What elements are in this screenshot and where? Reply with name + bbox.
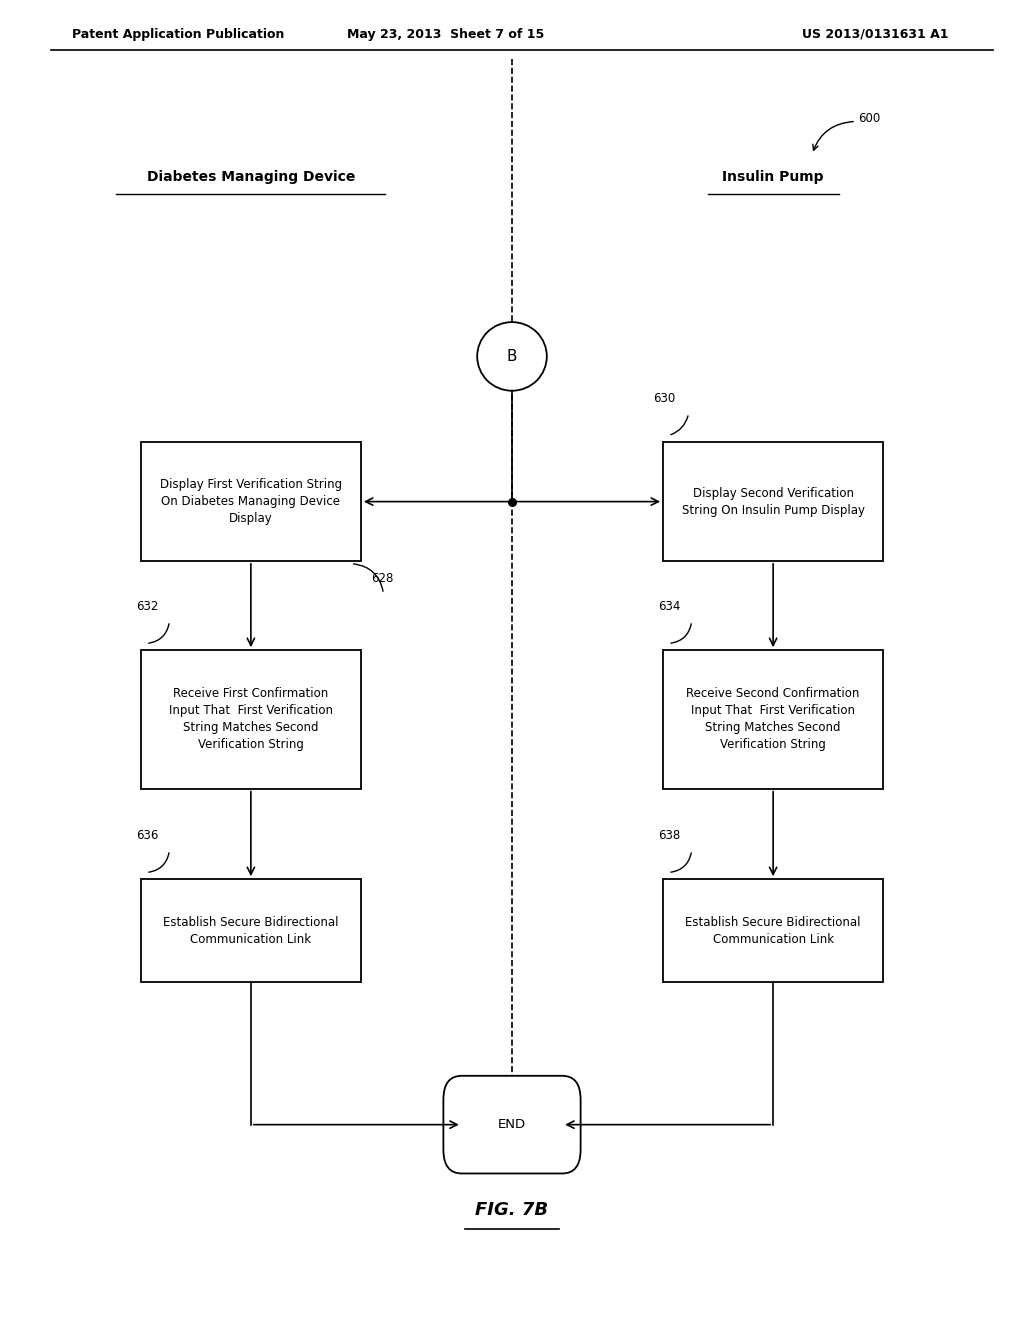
Text: Patent Application Publication: Patent Application Publication bbox=[72, 28, 284, 41]
Text: Display Second Verification
String On Insulin Pump Display: Display Second Verification String On In… bbox=[682, 487, 864, 516]
FancyBboxPatch shape bbox=[141, 442, 361, 561]
Text: 636: 636 bbox=[135, 829, 158, 842]
Text: 628: 628 bbox=[371, 572, 393, 585]
Text: Diabetes Managing Device: Diabetes Managing Device bbox=[146, 170, 355, 183]
Text: 632: 632 bbox=[135, 601, 158, 612]
Text: Receive First Confirmation
Input That  First Verification
String Matches Second
: Receive First Confirmation Input That Fi… bbox=[169, 688, 333, 751]
Text: Establish Secure Bidirectional
Communication Link: Establish Secure Bidirectional Communica… bbox=[685, 916, 861, 945]
FancyBboxPatch shape bbox=[443, 1076, 581, 1173]
Text: END: END bbox=[498, 1118, 526, 1131]
Text: May 23, 2013  Sheet 7 of 15: May 23, 2013 Sheet 7 of 15 bbox=[347, 28, 544, 41]
FancyBboxPatch shape bbox=[664, 442, 883, 561]
Text: Display First Verification String
On Diabetes Managing Device
Display: Display First Verification String On Dia… bbox=[160, 478, 342, 525]
FancyBboxPatch shape bbox=[664, 649, 883, 788]
FancyBboxPatch shape bbox=[141, 879, 361, 982]
Text: 600: 600 bbox=[858, 112, 881, 125]
Ellipse shape bbox=[477, 322, 547, 391]
Text: 638: 638 bbox=[657, 829, 680, 842]
Text: Insulin Pump: Insulin Pump bbox=[722, 170, 824, 183]
Text: FIG. 7B: FIG. 7B bbox=[475, 1201, 549, 1220]
Text: B: B bbox=[507, 348, 517, 364]
Text: 634: 634 bbox=[657, 601, 680, 612]
Text: Receive Second Confirmation
Input That  First Verification
String Matches Second: Receive Second Confirmation Input That F… bbox=[686, 688, 860, 751]
Text: Establish Secure Bidirectional
Communication Link: Establish Secure Bidirectional Communica… bbox=[163, 916, 339, 945]
Text: US 2013/0131631 A1: US 2013/0131631 A1 bbox=[802, 28, 949, 41]
FancyBboxPatch shape bbox=[664, 879, 883, 982]
FancyBboxPatch shape bbox=[141, 649, 361, 788]
Text: 630: 630 bbox=[653, 392, 675, 405]
